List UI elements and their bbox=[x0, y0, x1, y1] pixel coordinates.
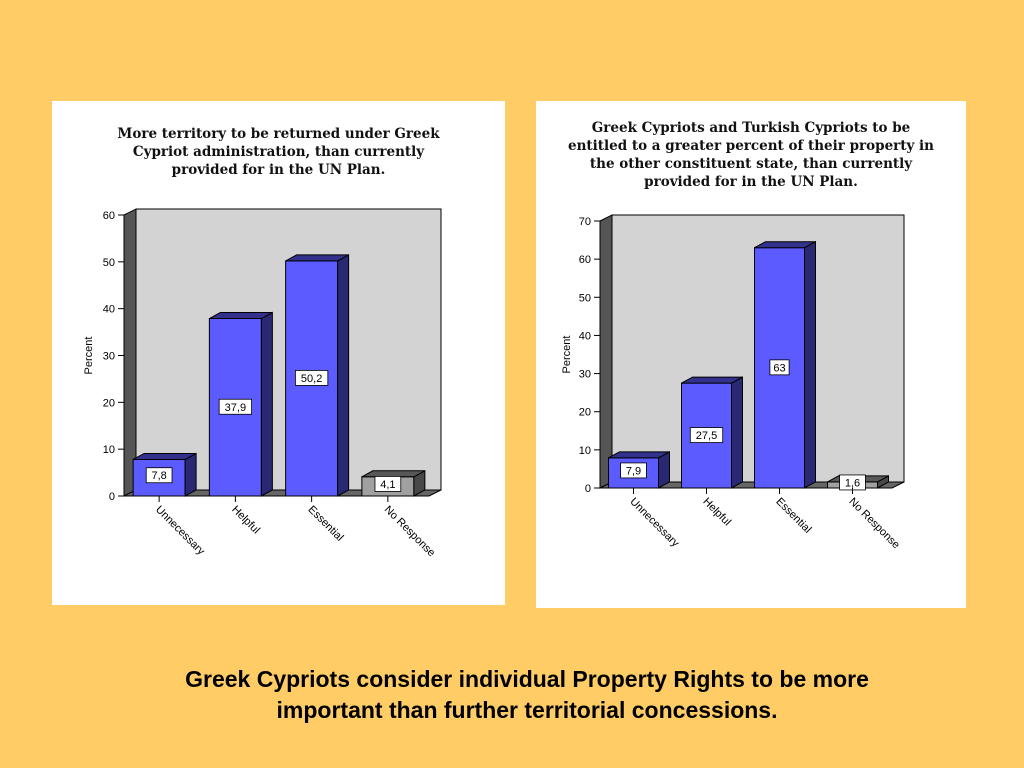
data-label: 27,5 bbox=[696, 430, 717, 442]
chart-panel-right: Greek Cypriots and Turkish Cypriots to b… bbox=[536, 101, 966, 608]
chart-panel-left: More territory to be returned under Gree… bbox=[52, 101, 505, 605]
chart-title: More territory to be returned under Gree… bbox=[117, 126, 440, 178]
bar-top bbox=[608, 451, 670, 459]
data-label-box bbox=[620, 462, 647, 479]
y-tick-label: 70 bbox=[579, 216, 591, 228]
x-tick-label: Essential bbox=[306, 504, 346, 544]
bar-top bbox=[754, 241, 816, 249]
bar-top bbox=[681, 376, 743, 384]
data-label-box bbox=[689, 427, 724, 443]
data-label-box bbox=[769, 359, 790, 376]
x-tick-label: Helpful bbox=[229, 504, 262, 537]
y-tick-label: 0 bbox=[585, 483, 591, 495]
bar-top bbox=[132, 452, 197, 460]
y-tick-label: 50 bbox=[579, 292, 591, 304]
x-tick-label: Unnecessary bbox=[153, 504, 207, 558]
bar-side bbox=[184, 452, 197, 497]
plot-side-wall bbox=[123, 208, 137, 497]
y-tick-label: 30 bbox=[579, 369, 591, 381]
data-label-box bbox=[295, 370, 329, 386]
bar-side bbox=[731, 376, 743, 489]
bar-top bbox=[285, 254, 349, 262]
slide-caption: Greek Cypriots consider individual Prope… bbox=[185, 666, 869, 723]
plot-side-wall bbox=[599, 214, 613, 489]
bar-side bbox=[337, 254, 350, 497]
bar-chart-property: 0 10 20 30 40 50 60 70 Percent 7,9 Unnecessary 27,5… bbox=[561, 214, 905, 552]
x-tick-label: Essential bbox=[773, 496, 813, 536]
data-label: 63 bbox=[773, 362, 785, 374]
x-tick-label: No Response bbox=[846, 496, 902, 552]
data-label-box bbox=[218, 398, 252, 415]
y-tick-label: 60 bbox=[103, 210, 115, 222]
y-axis-title: Percent bbox=[561, 336, 573, 374]
y-axis-title: Percent bbox=[83, 337, 95, 375]
y-tick-label: 30 bbox=[103, 351, 115, 363]
bar-side bbox=[260, 311, 273, 497]
chart-title: Greek Cypriots and Turkish Cypriots to b… bbox=[568, 120, 934, 190]
data-label: 7,9 bbox=[626, 465, 641, 477]
data-label: 4,1 bbox=[380, 479, 395, 491]
data-label: 37,9 bbox=[225, 402, 246, 414]
y-tick-label: 0 bbox=[109, 491, 115, 503]
bar-side bbox=[804, 240, 816, 489]
data-label-box bbox=[145, 467, 173, 484]
bar-top bbox=[209, 312, 273, 320]
y-tick-label: 60 bbox=[579, 254, 591, 266]
y-tick-label: 40 bbox=[579, 330, 591, 342]
y-tick-label: 10 bbox=[579, 445, 591, 457]
data-label: 50,2 bbox=[301, 373, 322, 385]
data-label-box bbox=[374, 475, 402, 492]
y-tick-label: 20 bbox=[103, 397, 115, 409]
y-tick-label: 20 bbox=[579, 407, 591, 419]
y-tick-label: 40 bbox=[103, 304, 115, 316]
data-label: 7,8 bbox=[151, 470, 166, 482]
bar-chart-territory: 0 10 20 30 40 50 60 Percent 7,8 Unnecessary 37,9 He… bbox=[83, 208, 442, 560]
x-tick-label: No Response bbox=[382, 504, 438, 560]
y-tick-label: 10 bbox=[103, 444, 115, 456]
x-tick-label: Helpful bbox=[700, 496, 733, 529]
data-label: 1,6 bbox=[845, 477, 860, 489]
x-tick-label: Unnecessary bbox=[627, 496, 681, 550]
bar-top bbox=[361, 470, 426, 478]
y-tick-label: 50 bbox=[103, 257, 115, 269]
